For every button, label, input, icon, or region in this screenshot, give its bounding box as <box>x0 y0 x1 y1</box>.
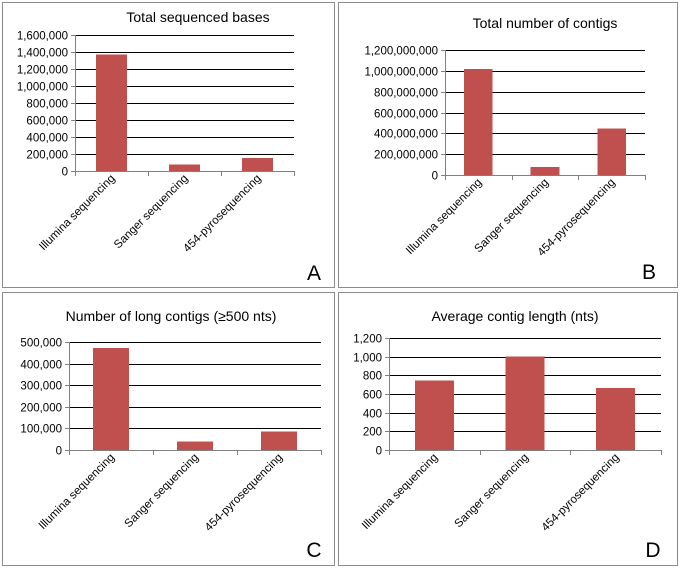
chart-a-tick-label: 400,000 <box>26 133 68 145</box>
chart-a-category-label: Sanger sequencing <box>112 173 191 252</box>
chart-b-svg: Total number of contigs 0 200,000,000 400,0… <box>364 15 656 284</box>
chart-b-tick-label: 600,000,000 <box>374 109 438 121</box>
chart-d-category-label: Illumina sequencing <box>360 452 440 532</box>
chart-d-bar-illumina-sequencing <box>414 380 454 450</box>
chart-b-tick-label: 400,000,000 <box>374 129 438 141</box>
chart-a-category-label: Illumina sequencing <box>37 173 117 253</box>
chart-b-tick-label: 200,000,000 <box>374 150 438 162</box>
chart-b-tick-label: 0 <box>432 171 438 183</box>
chart-c-tick-label: 500,000 <box>20 338 62 350</box>
chart-d-category-label: Sanger sequencing <box>453 452 532 531</box>
chart-b-bar-454-pyrosequencing <box>597 128 626 175</box>
chart-panel-d: Average contig length (nts) 0 200 400 600 800… <box>338 292 678 566</box>
chart-a-bar-sanger-sequencing <box>168 164 201 171</box>
chart-a-tick-label: 800,000 <box>26 99 68 111</box>
chart-c-bar-sanger-sequencing <box>176 441 213 450</box>
chart-panel-b: Total number of contigs 0 200,000,000 400,0… <box>338 2 678 288</box>
chart-b-panel-label: B <box>642 261 656 284</box>
chart-c-category-label: Sanger sequencing <box>123 452 202 531</box>
chart-a-tick-label: 0 <box>62 167 68 179</box>
chart-c-svg: Number of long contigs (≥500 nts) 0 100,00… <box>20 308 322 562</box>
chart-a-svg: Total sequenced bases 0 200,000 400,000 600,… <box>17 9 321 285</box>
chart-d-svg: Average contig length (nts) 0 200 400 600 800… <box>353 308 662 562</box>
chart-d-bar-454-pyrosequencing <box>596 387 636 450</box>
chart-d-tick-label: 600 <box>363 390 382 402</box>
chart-b-tick-label: 1,000,000,000 <box>364 67 438 79</box>
chart-a-tick-label: 1,400,000 <box>17 48 68 60</box>
chart-a-title: Total sequenced bases <box>126 9 269 25</box>
chart-d-tick-label: 200 <box>363 427 382 439</box>
chart-c-bar-454-pyrosequencing <box>260 431 297 450</box>
chart-c-tick-label: 400,000 <box>20 360 62 372</box>
chart-a-tick-label: 600,000 <box>26 116 68 128</box>
chart-b-bar-illumina-sequencing <box>464 68 493 176</box>
chart-c-title: Number of long contigs (≥500 nts) <box>66 308 277 324</box>
chart-a-bar-illumina-sequencing <box>95 54 128 171</box>
chart-a-tick-label: 1,200,000 <box>17 65 68 77</box>
chart-b-tick-label: 1,200,000,000 <box>364 46 438 58</box>
chart-d-tick-label: 1,200 <box>353 334 382 346</box>
chart-d-title: Average contig length (nts) <box>431 308 598 324</box>
chart-d-tick-label: 800 <box>363 371 382 383</box>
chart-c-tick-label: 100,000 <box>20 424 62 436</box>
chart-c-panel-label: C <box>306 539 321 562</box>
chart-d-bar-sanger-sequencing <box>505 356 545 450</box>
chart-c-category-label: 454-pyrosequencing <box>203 452 285 534</box>
chart-c-tick-label: 300,000 <box>20 381 62 393</box>
chart-a-bar-454-pyrosequencing <box>241 157 274 171</box>
chart-b-title: Total number of contigs <box>473 15 618 31</box>
chart-a-tick-label: 1,600,000 <box>17 31 68 43</box>
chart-a-tick-label: 200,000 <box>26 150 68 162</box>
chart-d-category-label: 454-pyrosequencing <box>540 452 622 534</box>
chart-c-bar-illumina-sequencing <box>92 347 129 450</box>
chart-c-category-label: Illumina sequencing <box>37 452 117 532</box>
chart-d-tick-label: 0 <box>376 446 382 458</box>
chart-d-tick-label: 400 <box>363 409 382 421</box>
chart-d-tick-label: 1,000 <box>353 353 382 365</box>
chart-a-category-label: 454-pyrosequencing <box>181 173 263 255</box>
chart-panel-a: Total sequenced bases 0 200,000 400,000 600,… <box>2 2 335 288</box>
chart-d-panel-label: D <box>645 539 660 562</box>
chart-b-category-label: Sanger sequencing <box>473 177 552 256</box>
chart-b-category-label: 454-pyrosequencing <box>536 177 618 259</box>
chart-a-tick-label: 1,000,000 <box>17 82 68 94</box>
chart-b-category-label: Illumina sequencing <box>404 177 484 257</box>
chart-b-bar-sanger-sequencing <box>530 167 560 175</box>
chart-c-tick-label: 200,000 <box>20 403 62 415</box>
chart-b-tick-label: 800,000,000 <box>374 88 438 100</box>
chart-a-panel-label: A <box>307 262 321 285</box>
chart-c-tick-label: 0 <box>56 446 62 458</box>
chart-panel-c: Number of long contigs (≥500 nts) 0 100,00… <box>2 292 335 566</box>
